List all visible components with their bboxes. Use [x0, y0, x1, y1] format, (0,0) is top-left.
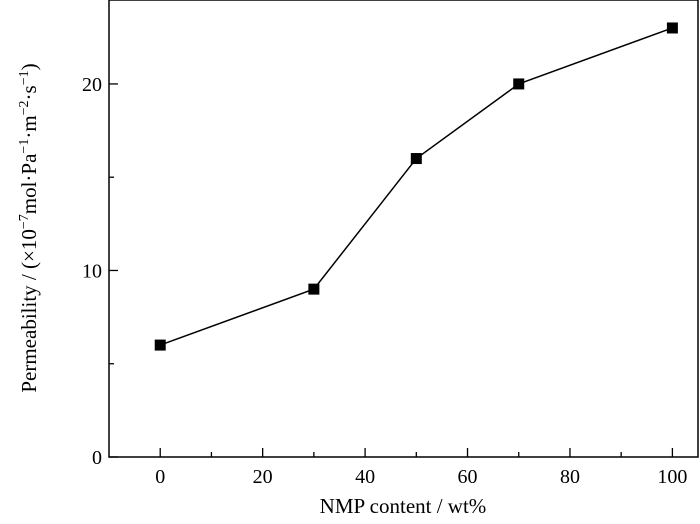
data-point-marker — [154, 339, 166, 351]
axis-ticks — [109, 83, 674, 458]
x-axis-title: NMP content / wt% — [320, 494, 487, 518]
plot-frame — [108, 0, 699, 458]
x-tick-label: 40 — [355, 466, 375, 488]
data-point-marker — [410, 153, 422, 165]
x-tick-label: 0 — [155, 466, 165, 488]
y-tick-label: 0 — [92, 447, 102, 469]
y-tick-label: 10 — [82, 260, 102, 282]
x-tick-label: 20 — [253, 466, 273, 488]
series-line — [159, 27, 673, 346]
data-point-marker — [666, 22, 678, 34]
y-axis-title: Permeability / (×10−7mol·Pa−1·m−2·s−1) — [17, 63, 41, 392]
series — [154, 22, 678, 351]
data-point-marker — [513, 78, 525, 90]
x-tick-label: 80 — [560, 466, 580, 488]
x-tick-label: 60 — [458, 466, 478, 488]
x-tick-label: 100 — [657, 466, 687, 488]
y-tick-label: 20 — [82, 74, 102, 96]
tick-labels: 0 20 40 60 80 100 0 10 20 — [82, 74, 687, 488]
data-point-marker — [308, 283, 320, 295]
